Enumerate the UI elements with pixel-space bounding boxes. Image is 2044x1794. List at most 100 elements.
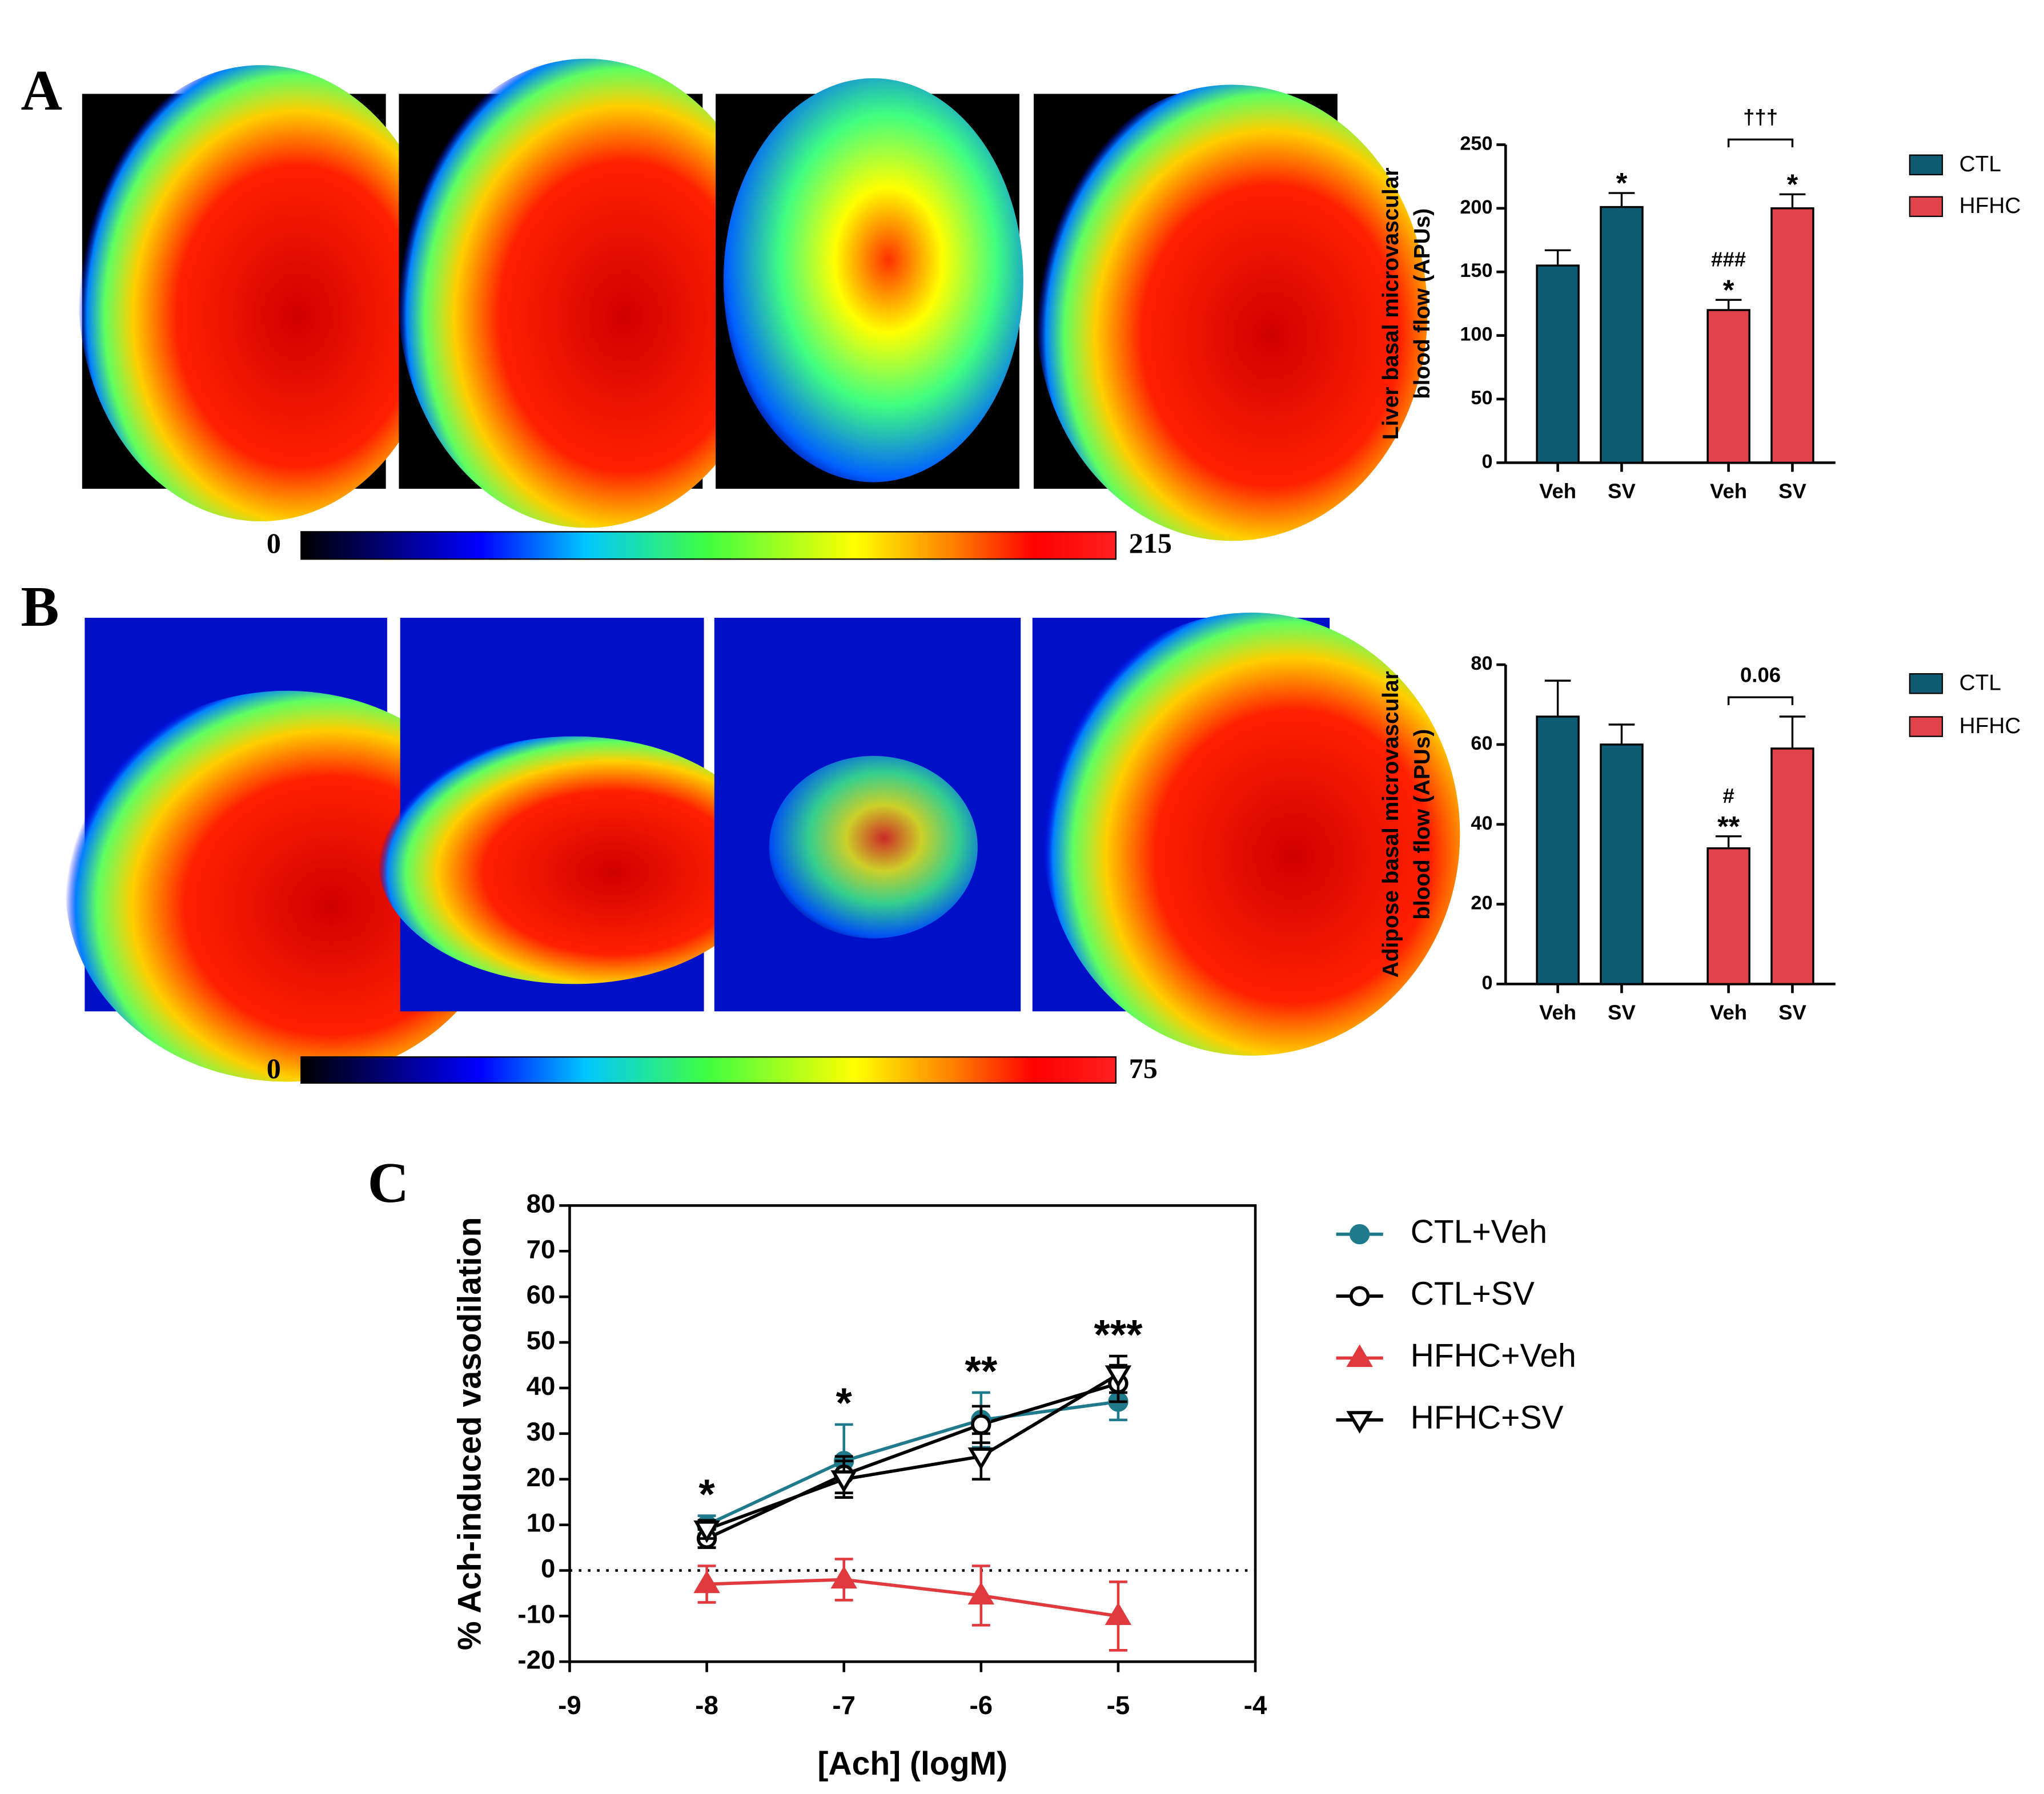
significance-label: *** [1094, 1312, 1143, 1358]
plot-frame [568, 1204, 1257, 1663]
legend-swatch [1909, 196, 1943, 218]
bar [1600, 206, 1644, 464]
colorbar-max: 215 [1129, 527, 1172, 559]
data-point [971, 1414, 991, 1435]
x-tick-label: SV [1608, 479, 1636, 502]
y-tick-label: 150 [1460, 260, 1492, 281]
x-tick-label: -9 [558, 1691, 581, 1720]
data-point [1346, 1344, 1373, 1367]
data-point [967, 1582, 995, 1605]
colorbar [300, 531, 1117, 560]
legend-label: CTL [1959, 671, 2001, 695]
x-tick-label: -7 [832, 1691, 856, 1720]
legend-label: HFHC+Veh [1411, 1338, 1576, 1374]
panel-label: B [21, 575, 59, 638]
data-point [693, 1520, 720, 1543]
data-point [1349, 1286, 1370, 1306]
comparison-label: 0.06 [1740, 663, 1781, 686]
comparison-bracket [1727, 138, 1794, 147]
y-tick-label: 20 [1471, 892, 1492, 914]
legend-label: CTL+Veh [1411, 1214, 1547, 1250]
data-point [1105, 1365, 1132, 1388]
x-tick-label: Veh [1710, 1000, 1747, 1024]
comparison-bracket [1727, 696, 1794, 705]
y-tick-label: 80 [1471, 653, 1492, 674]
y-tick-label: 40 [1471, 812, 1492, 834]
liver-images [78, 58, 1428, 541]
significance-label: * [836, 1380, 852, 1426]
colorbar-max: 75 [1129, 1052, 1158, 1084]
significance-label: * [1723, 274, 1734, 306]
bar [1770, 747, 1814, 986]
series-line [706, 1373, 1119, 1531]
y-tick-label: 60 [527, 1280, 556, 1309]
x-tick-label: SV [1608, 1000, 1636, 1024]
bar [1706, 847, 1750, 986]
legend-swatch [1909, 716, 1943, 737]
bar [1770, 207, 1814, 464]
series-line [706, 1400, 1119, 1527]
legend-label: HFHC [1959, 194, 2021, 218]
x-tick-label: -4 [1244, 1691, 1267, 1720]
colorbar [300, 1056, 1117, 1084]
y-tick-label: 70 [527, 1234, 556, 1264]
bar [1536, 264, 1580, 464]
data-point [1105, 1602, 1132, 1626]
legend-swatch [1909, 673, 1943, 694]
y-tick-label: 40 [527, 1371, 556, 1401]
significance-label: * [698, 1471, 715, 1518]
y-tick-label: 100 [1460, 324, 1492, 345]
x-tick-label: Veh [1539, 1000, 1576, 1024]
y-tick-label: 30 [527, 1417, 556, 1446]
y-axis-label: Liver basal microvascular [1379, 168, 1403, 440]
significance-label: * [1616, 167, 1628, 199]
x-tick-label: -6 [970, 1691, 993, 1720]
significance-label: ### [1711, 247, 1746, 271]
series-line [706, 1578, 1119, 1618]
legend-label: CTL+SV [1411, 1276, 1535, 1312]
data-point [830, 1566, 857, 1589]
y-tick-label: 60 [1471, 733, 1492, 754]
y-axis-label: % Ach-induced vasodilation [451, 1217, 488, 1651]
x-tick-label: Veh [1710, 479, 1747, 502]
series-line [706, 1382, 1119, 1540]
y-tick-label: -10 [517, 1599, 555, 1628]
y-tick-label: 250 [1460, 132, 1492, 154]
legend-swatch [1909, 154, 1943, 176]
data-point [1349, 1224, 1370, 1245]
significance-label: * [1787, 168, 1798, 200]
y-tick-label: 200 [1460, 196, 1492, 218]
x-tick-label: -8 [695, 1691, 718, 1720]
y-tick-label: 10 [527, 1509, 556, 1538]
y-axis-label: blood flow (APUs) [1410, 729, 1435, 920]
legend-label: CTL [1959, 152, 2001, 176]
y-axis-label: blood flow (APUs) [1410, 208, 1435, 399]
y-tick-label: 0 [541, 1554, 555, 1583]
y-tick-label: 80 [527, 1189, 556, 1218]
x-tick-label: -5 [1107, 1691, 1130, 1720]
legend-label: HFHC [1959, 714, 2021, 738]
x-tick-label: SV [1778, 1000, 1806, 1024]
significance-label: ** [1717, 810, 1740, 842]
bar [1706, 309, 1750, 464]
y-tick-label: 50 [1471, 387, 1492, 409]
adipose-images [65, 612, 1460, 1082]
y-tick-label: 20 [527, 1463, 556, 1492]
y-tick-label: 0 [1481, 972, 1492, 993]
colorbar-min: 0 [267, 527, 281, 559]
significance-label: ** [965, 1348, 997, 1394]
data-point [1346, 1411, 1373, 1434]
colorbar-min: 0 [267, 1052, 281, 1084]
panel-label: C [368, 1151, 409, 1214]
data-point [967, 1447, 995, 1470]
y-tick-label: 50 [527, 1326, 556, 1355]
x-tick-label: SV [1778, 479, 1806, 502]
y-tick-label: 0 [1481, 450, 1492, 472]
x-tick-label: Veh [1539, 479, 1576, 502]
y-axis-label: Adipose basal microvascular [1379, 671, 1403, 978]
legend-label: HFHC+SV [1411, 1399, 1564, 1436]
bar [1600, 743, 1644, 986]
comparison-label: ††† [1743, 105, 1778, 128]
data-point [693, 1570, 720, 1594]
